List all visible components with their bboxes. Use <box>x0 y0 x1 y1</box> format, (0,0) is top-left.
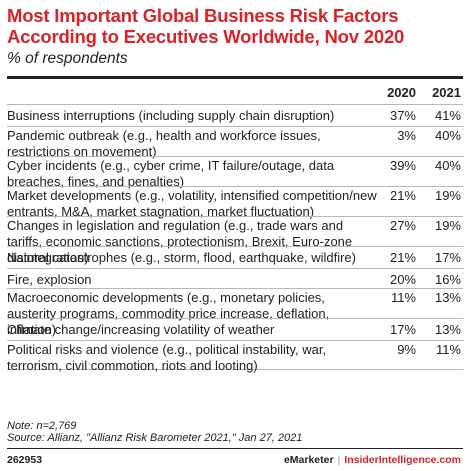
data-table: Business interruptions (including supply… <box>7 104 463 373</box>
chart-id: 262953 <box>7 454 43 466</box>
value-2020: 9% <box>397 342 416 357</box>
brand: eMarketer | InsiderIntelligence.com <box>284 454 461 466</box>
column-header-2021: 2021 <box>432 85 461 100</box>
column-header-2020: 2020 <box>387 85 416 100</box>
value-2021: 16% <box>434 272 461 287</box>
chart-subtitle: % of respondents <box>7 50 128 67</box>
footer: 262953 eMarketer | InsiderIntelligence.com <box>7 454 463 468</box>
row-label: Climate change/increasing volatility of … <box>7 322 275 337</box>
note-text: Note: n=2,769 <box>7 420 77 432</box>
value-2021: 19% <box>434 218 461 233</box>
table-row: Political risks and violence (e.g., poli… <box>7 340 463 373</box>
value-2021: 40% <box>434 128 461 143</box>
value-2020: 27% <box>389 218 416 233</box>
table-row: Cyber incidents (e.g., cyber crime, IT f… <box>7 156 463 189</box>
table-row: Macroeconomic developments (e.g., moneta… <box>7 288 463 337</box>
row-label: Pandemic outbreak (e.g., health and work… <box>7 128 321 159</box>
table-header: 2020 2021 <box>7 85 463 103</box>
table-row: Climate change/increasing volatility of … <box>7 318 463 340</box>
value-2021: 41% <box>434 108 461 123</box>
brand-insider-intelligence: InsiderIntelligence.com <box>344 454 461 466</box>
row-label: Political risks and violence (e.g., poli… <box>7 342 327 373</box>
value-2020: 37% <box>389 108 416 123</box>
value-2021: 17% <box>434 250 461 265</box>
value-2020: 11% <box>390 290 416 305</box>
top-divider <box>7 76 463 79</box>
row-label: Business interruptions (including supply… <box>7 108 335 123</box>
table-row: Changes in legislation and regulation (e… <box>7 216 463 265</box>
table-row: Market developments (e.g., volatility, i… <box>7 186 463 219</box>
row-label: Changes in legislation and regulation (e… <box>7 218 353 265</box>
value-2021: 13% <box>434 290 461 305</box>
value-2020: 21% <box>389 188 416 203</box>
value-2020: 20% <box>389 272 416 287</box>
table-row: Business interruptions (including supply… <box>7 104 463 126</box>
value-2020: 21% <box>389 250 416 265</box>
value-2020: 39% <box>389 158 416 173</box>
value-2020: 3% <box>397 128 416 143</box>
value-2021: 13% <box>434 322 461 337</box>
source-text: Source: Allianz, "Allianz Risk Barometer… <box>7 432 303 444</box>
table-row: Fire, explosion 20% 16% <box>7 268 463 288</box>
row-label: Natural catastrophes (e.g., storm, flood… <box>7 250 356 265</box>
chart-title: Most Important Global Business Risk Fact… <box>7 5 405 47</box>
table-row: Pandemic outbreak (e.g., health and work… <box>7 126 463 159</box>
notes: Note: n=2,769 Source: Allianz, "Allianz … <box>7 420 302 444</box>
row-label: Market developments (e.g., volatility, i… <box>7 188 377 219</box>
row-label: Macroeconomic developments (e.g., moneta… <box>7 290 330 337</box>
value-2021: 11% <box>435 342 461 357</box>
table-row: Natural catastrophes (e.g., storm, flood… <box>7 246 463 268</box>
row-label: Fire, explosion <box>7 272 92 287</box>
brand-emarketer: eMarketer <box>283 454 334 466</box>
brand-separator: | <box>337 454 341 466</box>
bottom-divider <box>7 448 463 449</box>
value-2021: 19% <box>434 188 461 203</box>
value-2020: 17% <box>389 322 416 337</box>
row-label: Cyber incidents (e.g., cyber crime, IT f… <box>7 158 335 189</box>
value-2021: 40% <box>434 158 461 173</box>
